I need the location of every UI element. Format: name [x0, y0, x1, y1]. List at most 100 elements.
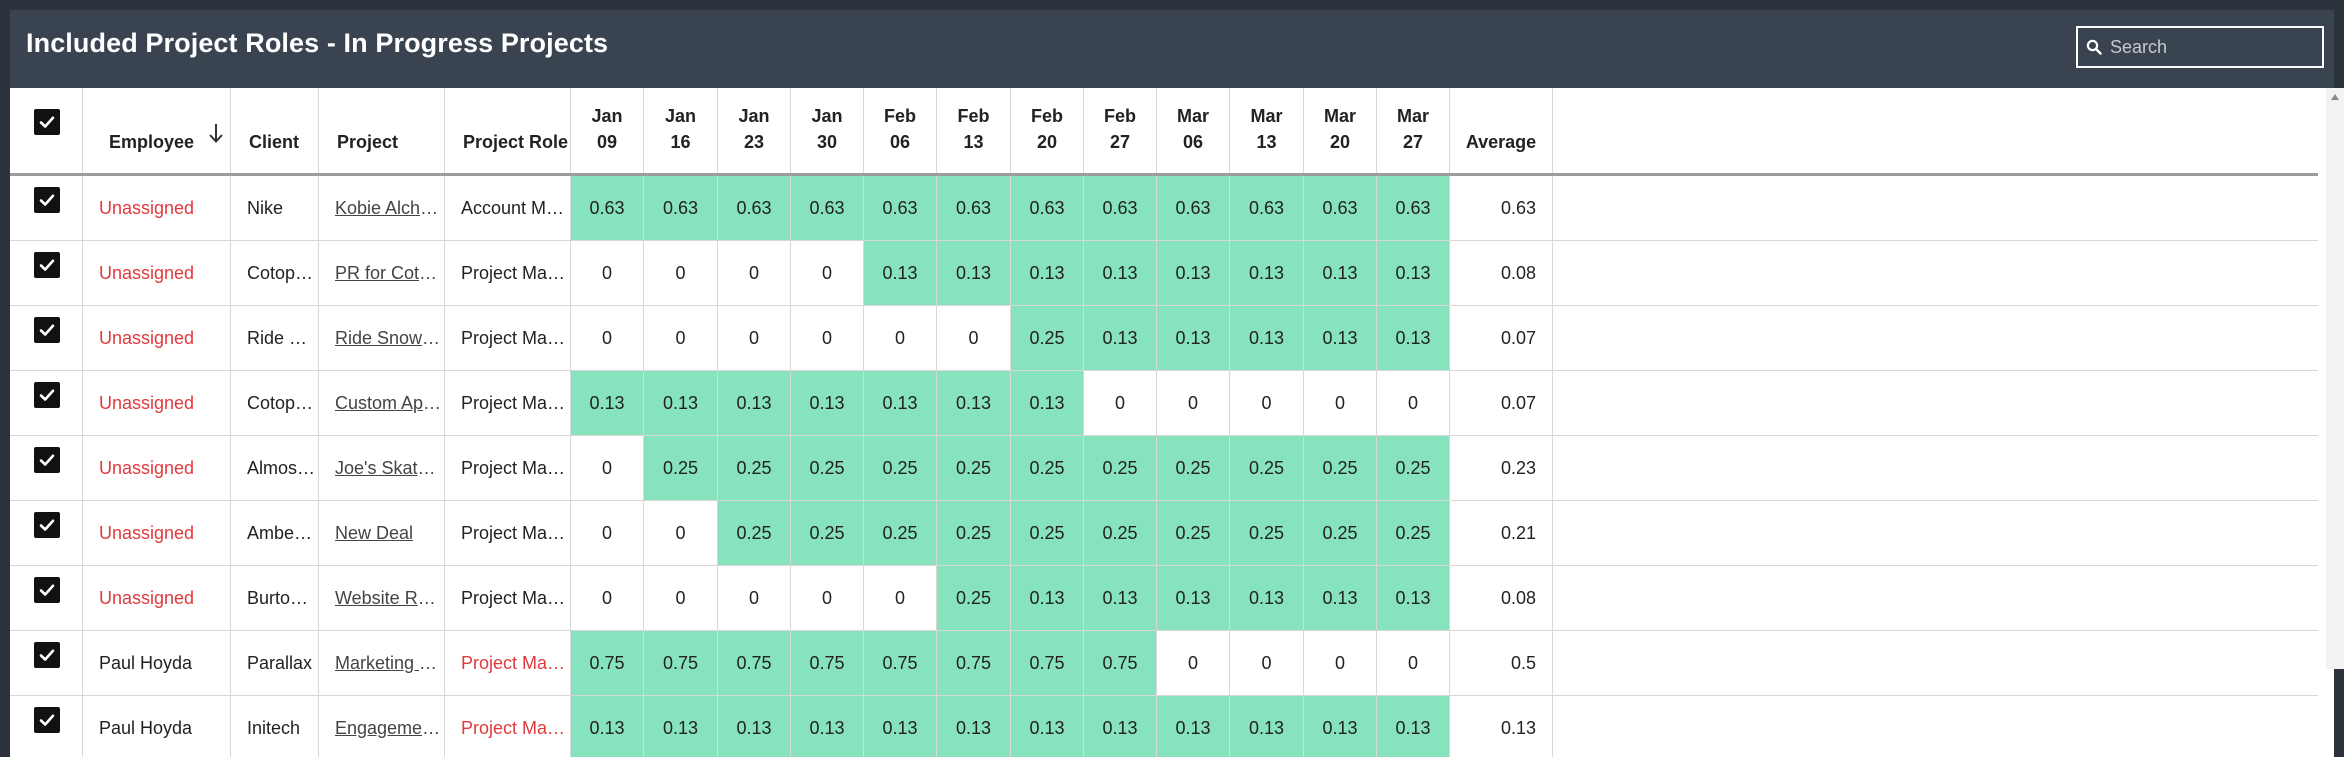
- search-input[interactable]: [2108, 35, 2312, 59]
- allocation-cell[interactable]: 0: [1230, 371, 1304, 435]
- allocation-cell[interactable]: 0: [937, 306, 1011, 370]
- vertical-scrollbar[interactable]: [2326, 88, 2344, 669]
- allocation-cell[interactable]: 0.13: [864, 241, 937, 305]
- allocation-cell[interactable]: 0.13: [937, 371, 1011, 435]
- table-row[interactable]: Unassigned Burton Sn... Website Redesign..…: [10, 566, 2318, 631]
- row-checkbox[interactable]: [34, 317, 60, 343]
- project-cell-text[interactable]: Ride Snowboards...: [335, 327, 444, 348]
- project-cell-text[interactable]: Kobie Alchemy Lo...: [335, 197, 444, 218]
- column-header-average[interactable]: Average: [1450, 88, 1553, 173]
- allocation-cell[interactable]: 0: [864, 566, 937, 630]
- allocation-cell[interactable]: 0: [1230, 631, 1304, 695]
- table-row[interactable]: Paul Hoyda Parallax Marketing Websit... Pro…: [10, 631, 2318, 696]
- project-cell-text[interactable]: Joe's Skateboard ...: [335, 457, 444, 478]
- allocation-cell[interactable]: 0.25: [1377, 501, 1450, 565]
- project-cell-text[interactable]: New Deal: [335, 522, 414, 543]
- allocation-cell[interactable]: 0: [644, 241, 718, 305]
- allocation-cell[interactable]: 0.25: [1304, 436, 1377, 500]
- allocation-cell[interactable]: 0.25: [1230, 436, 1304, 500]
- allocation-cell[interactable]: 0.25: [644, 436, 718, 500]
- employee-cell-text[interactable]: Unassigned: [99, 522, 195, 543]
- project-cell[interactable]: PR for Cotopaxi: [319, 241, 445, 305]
- project-cell-text[interactable]: Custom App for t...: [335, 392, 444, 413]
- column-header-week[interactable]: Mar 13: [1230, 88, 1304, 173]
- allocation-cell[interactable]: 0: [791, 306, 864, 370]
- employee-cell-text[interactable]: Unassigned: [99, 587, 195, 608]
- allocation-cell[interactable]: 0.25: [937, 436, 1011, 500]
- table-row[interactable]: Unassigned Cotopaxi PR for Cotopaxi Project…: [10, 241, 2318, 306]
- allocation-cell[interactable]: 0.75: [718, 631, 791, 695]
- allocation-cell[interactable]: 0: [644, 306, 718, 370]
- column-header-week[interactable]: Feb 13: [937, 88, 1011, 173]
- allocation-cell[interactable]: 0.25: [718, 436, 791, 500]
- column-header-employee[interactable]: Employee: [83, 88, 231, 173]
- allocation-cell[interactable]: 0.25: [1157, 501, 1230, 565]
- sort-desc-arrow-icon[interactable]: [208, 122, 224, 149]
- allocation-cell[interactable]: 0.13: [1157, 306, 1230, 370]
- allocation-cell[interactable]: 0.75: [644, 631, 718, 695]
- allocation-cell[interactable]: 0: [718, 241, 791, 305]
- employee-cell[interactable]: Unassigned: [83, 501, 231, 565]
- allocation-cell[interactable]: 0.13: [1084, 566, 1157, 630]
- allocation-cell[interactable]: 0.63: [644, 176, 718, 240]
- employee-cell-text[interactable]: Unassigned: [99, 457, 195, 478]
- column-header-week[interactable]: Mar 27: [1377, 88, 1450, 173]
- allocation-cell[interactable]: 0.25: [1157, 436, 1230, 500]
- allocation-cell[interactable]: 0: [791, 566, 864, 630]
- project-cell[interactable]: Joe's Skateboard ...: [319, 436, 445, 500]
- employee-cell[interactable]: Unassigned: [83, 566, 231, 630]
- allocation-cell[interactable]: 0: [718, 306, 791, 370]
- row-checkbox[interactable]: [34, 577, 60, 603]
- row-checkbox[interactable]: [34, 512, 60, 538]
- allocation-cell[interactable]: 0.25: [864, 501, 937, 565]
- employee-cell[interactable]: Unassigned: [83, 241, 231, 305]
- allocation-cell[interactable]: 0.75: [864, 631, 937, 695]
- allocation-cell[interactable]: 0: [1084, 371, 1157, 435]
- allocation-cell[interactable]: 0.13: [1377, 566, 1450, 630]
- project-cell[interactable]: Engagement with ...: [319, 696, 445, 757]
- table-row[interactable]: Paul Hoyda Initech Engagement with ... Proj…: [10, 696, 2318, 757]
- column-header-week[interactable]: Feb 20: [1011, 88, 1084, 173]
- allocation-cell[interactable]: 0.13: [1304, 696, 1377, 757]
- employee-cell[interactable]: Unassigned: [83, 176, 231, 240]
- allocation-cell[interactable]: 0.13: [1084, 696, 1157, 757]
- allocation-cell[interactable]: 0: [1377, 631, 1450, 695]
- allocation-cell[interactable]: 0.13: [644, 371, 718, 435]
- row-checkbox[interactable]: [34, 252, 60, 278]
- allocation-cell[interactable]: 0: [644, 501, 718, 565]
- allocation-cell[interactable]: 0.13: [1230, 566, 1304, 630]
- allocation-cell[interactable]: 0.13: [864, 371, 937, 435]
- allocation-cell[interactable]: 0: [1157, 631, 1230, 695]
- allocation-cell[interactable]: 0.13: [571, 371, 644, 435]
- select-all-checkbox[interactable]: [34, 109, 60, 135]
- allocation-cell[interactable]: 0.13: [937, 696, 1011, 757]
- allocation-cell[interactable]: 0: [791, 241, 864, 305]
- allocation-cell[interactable]: 0.13: [1304, 566, 1377, 630]
- column-header-project-role[interactable]: Project Role: [445, 88, 571, 173]
- search-box[interactable]: [2076, 26, 2324, 68]
- allocation-cell[interactable]: 0.25: [791, 436, 864, 500]
- allocation-cell[interactable]: 0: [1157, 371, 1230, 435]
- allocation-cell[interactable]: 0.25: [864, 436, 937, 500]
- allocation-cell[interactable]: 0.25: [791, 501, 864, 565]
- allocation-cell[interactable]: 0.63: [1304, 176, 1377, 240]
- allocation-cell[interactable]: 0: [864, 306, 937, 370]
- employee-cell[interactable]: Paul Hoyda: [83, 696, 231, 757]
- allocation-cell[interactable]: 0.13: [1230, 306, 1304, 370]
- allocation-cell[interactable]: 0.25: [1230, 501, 1304, 565]
- row-checkbox[interactable]: [34, 447, 60, 473]
- project-cell-text[interactable]: Website Redesign...: [335, 587, 444, 608]
- allocation-cell[interactable]: 0.25: [937, 566, 1011, 630]
- project-cell-text[interactable]: PR for Cotopaxi: [335, 262, 444, 283]
- allocation-cell[interactable]: 0.13: [644, 696, 718, 757]
- project-cell[interactable]: Marketing Websit...: [319, 631, 445, 695]
- row-checkbox[interactable]: [34, 707, 60, 733]
- allocation-cell[interactable]: 0.13: [1157, 696, 1230, 757]
- allocation-cell[interactable]: 0: [1377, 371, 1450, 435]
- project-cell[interactable]: Ride Snowboards...: [319, 306, 445, 370]
- employee-cell-text[interactable]: Paul Hoyda: [99, 652, 193, 673]
- allocation-cell[interactable]: 0.13: [1304, 306, 1377, 370]
- allocation-cell[interactable]: 0.13: [571, 696, 644, 757]
- employee-cell-text[interactable]: Unassigned: [99, 327, 195, 348]
- allocation-cell[interactable]: 0: [644, 566, 718, 630]
